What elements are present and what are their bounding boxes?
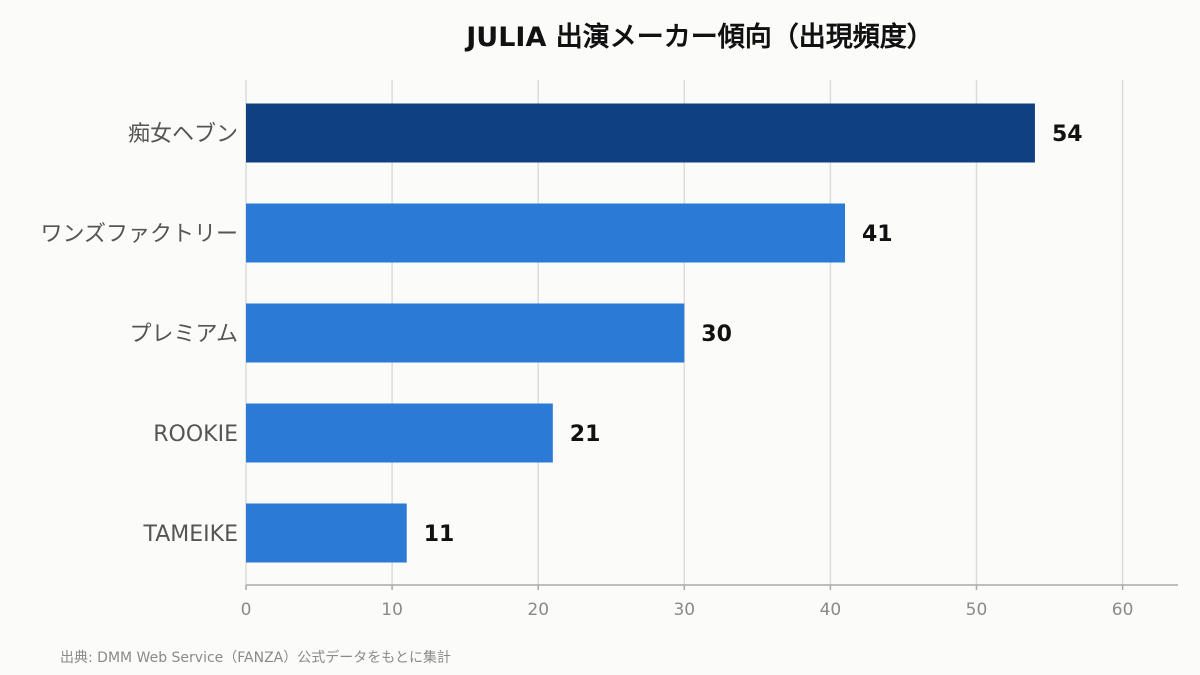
- category-label: ワンズファクトリー: [40, 222, 238, 247]
- category-label: 痴女ヘブン: [128, 122, 238, 147]
- category-label: ROOKIE: [153, 422, 238, 447]
- bar-3: [246, 403, 553, 463]
- bar-1: [246, 203, 846, 263]
- category-label: TAMEIKE: [143, 522, 238, 547]
- x-tick-label: 10: [381, 600, 403, 620]
- value-label: 21: [570, 422, 601, 447]
- bar-2: [246, 303, 685, 363]
- value-label: 54: [1052, 122, 1083, 147]
- x-axis-ticks: 0 10 20 30 40 50 60: [241, 585, 1134, 620]
- x-tick-label: 60: [1112, 600, 1134, 620]
- bar-layer: [246, 103, 1035, 563]
- value-label: 11: [424, 522, 455, 547]
- chart-title: JULIA 出演メーカー傾向（出現頻度）: [464, 21, 934, 53]
- value-label: 30: [701, 322, 732, 347]
- x-tick-label: 50: [966, 600, 988, 620]
- source-note: 出典: DMM Web Service（FANZA）公式データをもとに集計: [60, 649, 451, 666]
- value-labels: 54 41 30 21 11: [424, 122, 1083, 547]
- value-label: 41: [862, 222, 893, 247]
- x-tick-label: 30: [673, 600, 695, 620]
- category-label: プレミアム: [130, 322, 238, 347]
- bar-4: [246, 503, 407, 563]
- x-tick-label: 40: [820, 600, 842, 620]
- x-tick-label: 0: [241, 600, 252, 620]
- x-tick-label: 20: [527, 600, 549, 620]
- bar-0: [246, 103, 1035, 163]
